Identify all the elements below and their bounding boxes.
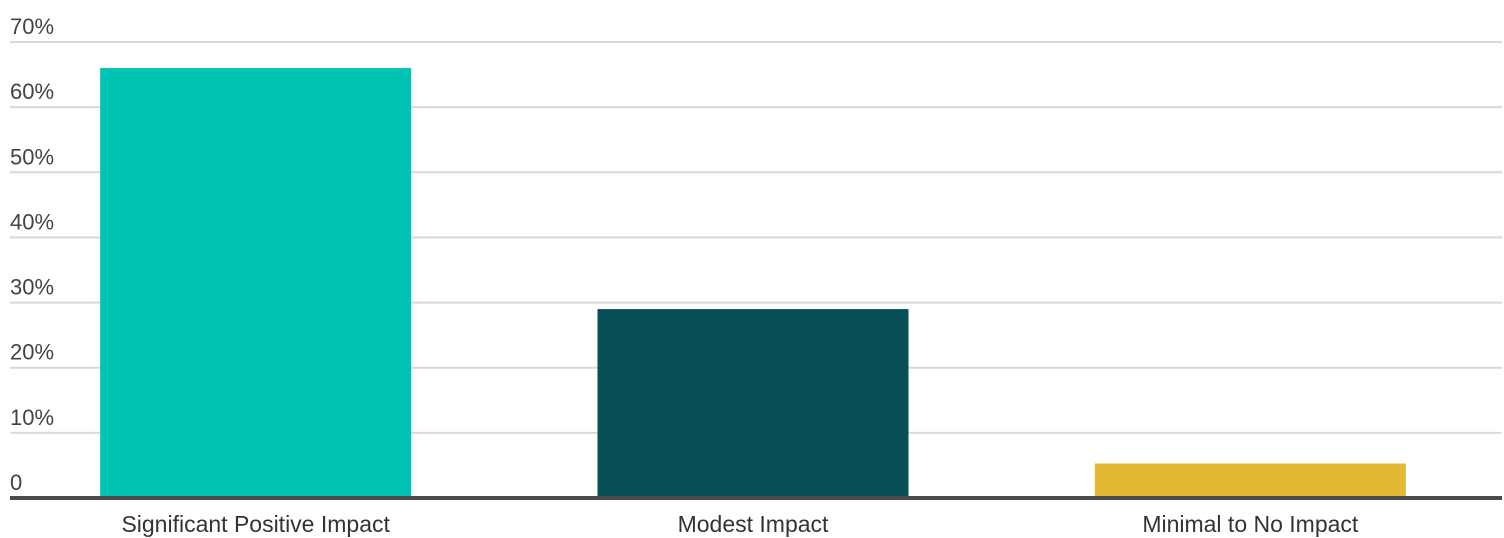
y-axis-tick-labels: 0 10% 20% 30% 40% 50% 60% 70% — [10, 14, 54, 495]
y-tick-label: 0 — [10, 470, 22, 495]
y-tick-label: 50% — [10, 144, 54, 169]
y-tick-label: 20% — [10, 340, 54, 365]
y-tick-label: 40% — [10, 209, 54, 234]
y-tick-label: 10% — [10, 405, 54, 430]
x-category-label: Minimal to No Impact — [1142, 511, 1359, 537]
y-tick-label: 70% — [10, 14, 54, 39]
x-category-label: Modest Impact — [678, 511, 829, 537]
x-category-label: Significant Positive Impact — [121, 511, 390, 537]
bar-minimal-to-no-impact — [1094, 463, 1406, 498]
bar-significant-positive-impact — [100, 68, 412, 499]
y-tick-label: 30% — [10, 275, 54, 300]
bar-modest-impact — [597, 309, 909, 498]
y-tick-label: 60% — [10, 79, 54, 104]
x-axis-category-labels: Significant Positive Impact Modest Impact… — [121, 511, 1359, 537]
bars — [100, 68, 1406, 499]
